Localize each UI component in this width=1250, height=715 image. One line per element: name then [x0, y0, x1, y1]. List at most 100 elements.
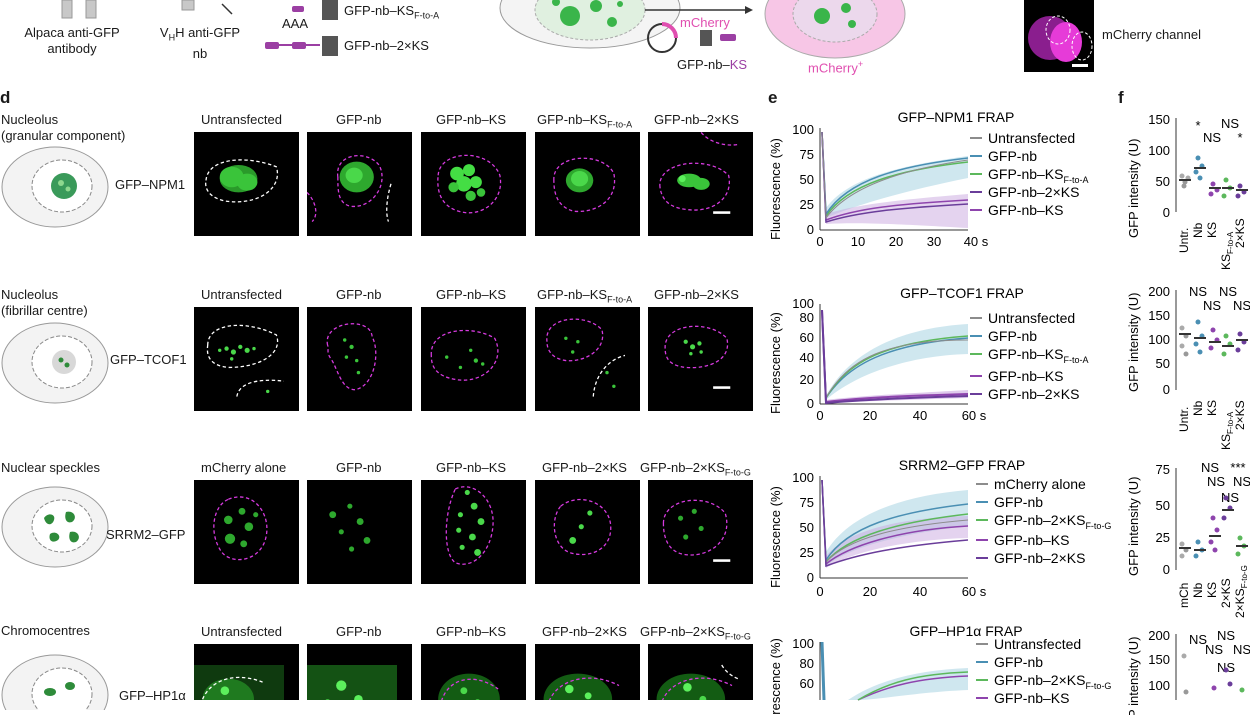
row3-frap-title: SRRM2–GFP FRAP [899, 457, 1026, 473]
row4-scatter-ylabel: GFP intensity (U) [1126, 637, 1141, 715]
row4-col2-label: GFP-nb [336, 624, 382, 639]
row1-scatter-xtick: Nb [1191, 222, 1205, 238]
row2-frap-ytick: 60 [800, 330, 814, 345]
row2-image-3 [421, 307, 526, 411]
row2-scatter-sig: NS [1189, 284, 1207, 299]
row2-frap-chart: GFP–TCOF1 FRAP Fluorescence (%) 100 80 6… [768, 284, 1118, 429]
row3-frap-legend-item: GFP-nb–2×KS [994, 550, 1085, 566]
row3-title: Nuclear speckles [1, 460, 100, 475]
row2-frap-xtick: 60 s [962, 408, 987, 423]
row1-frap-chart: GFP–NPM1 FRAP Fluorescence (%) 100 75 50… [768, 108, 1118, 253]
row1-scatter-sig: NS [1203, 130, 1221, 145]
row3-scatter-xtick: Nb [1191, 582, 1205, 598]
row2-image-5 [648, 307, 753, 411]
row1-scatter-ytick: 150 [1148, 112, 1170, 127]
row4-scatter-ytick: 200 [1148, 628, 1170, 643]
row1-frap-ytick: 0 [807, 222, 814, 237]
row3-scatter-ylabel: GFP intensity (U) [1126, 477, 1141, 576]
row4-scatter-chart: GFP intensity (U) 200 150 100 NS NS NS N… [1118, 626, 1250, 715]
row3-image-4 [535, 480, 640, 584]
row1-col2-label: GFP-nb [336, 112, 382, 127]
row1-frap-xtick: 0 [816, 234, 823, 249]
row1-protein: GFP–NPM1 [115, 177, 186, 192]
row4-frap-legend-item: GFP-nb [994, 654, 1043, 670]
row4-frap-legend-item: Untransfected [994, 636, 1081, 652]
construct1-label: GFP-nb–KSF-to-A [344, 3, 440, 21]
row1-image-1 [194, 132, 299, 236]
row3-image-3 [421, 480, 526, 584]
row1-frap-xtick: 20 [889, 234, 903, 249]
row2-scatter-ytick: 50 [1156, 356, 1170, 371]
row2-frap-xtick: 20 [863, 408, 877, 423]
row4-scatter-sig: NS [1217, 660, 1235, 675]
row4-frap-ylabel: Fluorescence (%) [768, 638, 783, 715]
row1-title: Nucleolus (granular component) [1, 112, 126, 143]
aaa-label: AAA [282, 16, 309, 31]
row2-col2-label: GFP-nb [336, 287, 382, 302]
row2-scatter-sig: NS [1203, 298, 1221, 313]
row3-scatter-xtick: KS [1205, 582, 1219, 598]
row3-cell-icon [0, 482, 110, 577]
row1-frap-ytick: 25 [800, 197, 814, 212]
panel-letter-d: d [0, 88, 11, 107]
row4-protein: GFP–HP1α [119, 688, 186, 703]
row4-image-2 [307, 644, 412, 700]
row3-frap-xtick: 40 [913, 584, 927, 599]
row2-frap-ytick: 20 [800, 372, 814, 387]
row1-frap-ytick: 75 [800, 147, 814, 162]
row1-col4-label: GFP-nb–KSF-to-A [537, 112, 633, 130]
row4-frap-ytick: 100 [792, 636, 814, 651]
row3-frap-chart: SRRM2–GFP FRAP Fluorescence (%) 100 75 5… [768, 456, 1118, 606]
row4-col4-label: GFP-nb–2×KS [542, 624, 627, 639]
row4-col3-label: GFP-nb–KS [436, 624, 507, 639]
row3-image-1 [194, 480, 299, 584]
row3-scatter-sig: NS [1201, 460, 1219, 475]
construct2-label: GFP-nb–2×KS [344, 38, 429, 53]
row1-scatter-sig: * [1195, 118, 1200, 133]
row3-frap-ytick: 100 [792, 470, 814, 485]
row2-frap-legend-item: Untransfected [988, 310, 1075, 326]
row3-col3-label: GFP-nb–KS [436, 460, 507, 475]
row1-col5-label: GFP-nb–2×KS [654, 112, 739, 127]
row3-scatter-chart: GFP intensity (U) 75 50 25 0 NS *** NS N… [1118, 458, 1250, 623]
row1-col1-label: Untransfected [201, 112, 282, 127]
row2-frap-ytick: 0 [807, 396, 814, 411]
row3-scatter-ytick: 0 [1163, 562, 1170, 577]
row1-frap-legend-item: GFP-nb–2×KS [988, 184, 1079, 200]
row3-frap-ytick: 25 [800, 545, 814, 560]
row3-scatter-ytick: 25 [1156, 530, 1170, 545]
mcherry-plus-label: mCherry+ [808, 59, 864, 76]
row3-scatter-xtick: 2×KS [1219, 578, 1233, 608]
row2-scatter-ylabel: GFP intensity (U) [1126, 293, 1141, 392]
row2-frap-ytick: 40 [800, 350, 814, 365]
vhh-label: VHH anti-GFP nb [159, 25, 241, 61]
row4-frap-chart: GFP–HP1α FRAP Fluorescence (%) 100 80 60… [768, 620, 1118, 715]
mcherry-label: mCherry [680, 15, 730, 30]
row3-scatter-ytick: 75 [1156, 462, 1170, 477]
row3-col4-label: GFP-nb–2×KS [542, 460, 627, 475]
row3-scatter-sig: *** [1230, 460, 1245, 475]
row1-frap-title: GFP–NPM1 FRAP [898, 109, 1015, 125]
panel-letter-e: e [768, 88, 778, 107]
row1-image-2 [307, 132, 412, 236]
row3-frap-legend-item: mCherry alone [994, 476, 1086, 492]
row1-scatter-ylabel: GFP intensity (U) [1126, 139, 1141, 238]
row2-frap-xtick: 0 [816, 408, 823, 423]
row4-scatter-ytick: 100 [1148, 678, 1170, 693]
row2-scatter-ytick: 150 [1148, 308, 1170, 323]
row2-frap-title: GFP–TCOF1 FRAP [900, 285, 1024, 301]
row4-scatter-sig: NS [1205, 642, 1223, 657]
row1-frap-ytick: 50 [800, 172, 814, 187]
row2-title: Nucleolus (fibrillar centre) [1, 287, 88, 318]
row2-col1-label: Untransfected [201, 287, 282, 302]
row3-frap-ytick: 0 [807, 570, 814, 585]
row2-cell-icon [0, 318, 110, 413]
row2-scatter-ytick: 100 [1148, 332, 1170, 347]
row3-image-5 [648, 480, 753, 584]
row4-scatter-ytick: 150 [1148, 652, 1170, 667]
row1-frap-xtick: 10 [851, 234, 865, 249]
row1-scatter-sig: * [1237, 130, 1242, 145]
row2-image-2 [307, 307, 412, 411]
row1-frap-xtick: 30 [927, 234, 941, 249]
row4-image-1 [194, 644, 299, 700]
